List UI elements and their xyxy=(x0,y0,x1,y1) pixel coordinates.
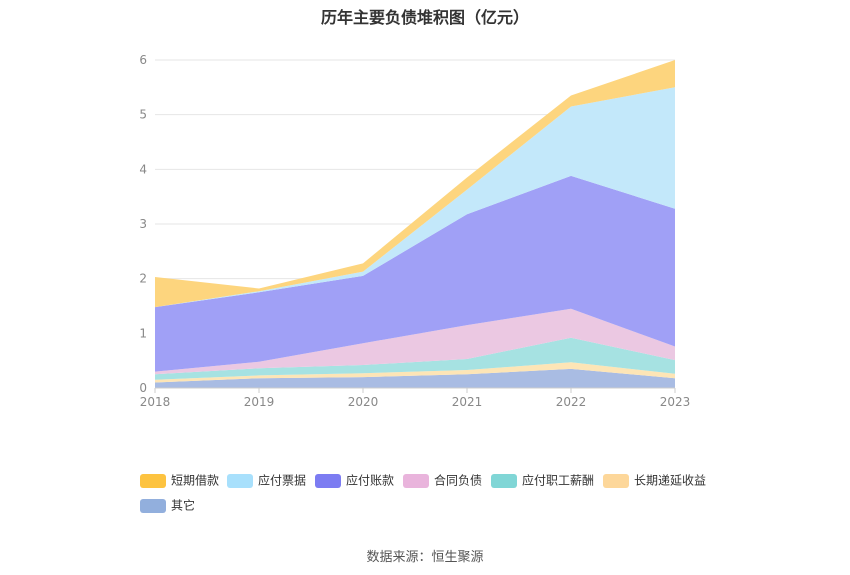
y-tick-label: 5 xyxy=(139,108,147,122)
chart-title: 历年主要负债堆积图（亿元） xyxy=(320,8,529,27)
y-tick-label: 1 xyxy=(139,326,147,340)
legend-label: 应付账款 xyxy=(346,473,395,488)
legend-swatch xyxy=(140,473,166,488)
x-tick-label: 2021 xyxy=(452,395,483,409)
legend-label: 长期递延收益 xyxy=(634,473,707,488)
area-长期递延收益 xyxy=(155,362,675,383)
y-tick-label: 6 xyxy=(139,53,147,67)
legend-item[interactable]: 应付职工薪酬 xyxy=(491,472,594,488)
legend-item[interactable]: 合同负债 xyxy=(403,472,482,488)
y-tick-label: 2 xyxy=(139,272,147,286)
area-series xyxy=(155,60,675,388)
area-应付票据 xyxy=(155,87,675,308)
legend-item[interactable]: 短期借款 xyxy=(140,472,219,488)
y-tick-label: 0 xyxy=(139,381,147,395)
legend-item[interactable]: 应付账款 xyxy=(315,472,394,488)
legend-label: 合同负债 xyxy=(434,473,483,488)
legend-label: 短期借款 xyxy=(171,473,220,488)
legend-item[interactable]: 其它 xyxy=(140,497,195,513)
legend-swatch xyxy=(140,498,166,513)
area-应付账款 xyxy=(155,175,675,372)
area-短期借款 xyxy=(155,60,675,308)
legend-swatch xyxy=(403,473,429,488)
legend-label: 应付票据 xyxy=(258,473,307,488)
area-合同负债 xyxy=(155,308,675,375)
y-tick-label: 4 xyxy=(139,162,147,176)
legend-swatch xyxy=(603,473,629,488)
x-tick-label: 2018 xyxy=(140,395,171,409)
x-tick-label: 2019 xyxy=(244,395,275,409)
x-tick-label: 2022 xyxy=(556,395,587,409)
x-tick-label: 2023 xyxy=(660,395,691,409)
legend-swatch xyxy=(491,473,517,488)
y-tick-label: 3 xyxy=(139,217,147,231)
legend-label: 其它 xyxy=(171,498,196,513)
legend-swatch xyxy=(315,473,341,488)
source-note: 数据来源：恒生聚源 xyxy=(366,550,484,565)
x-tick-label: 2020 xyxy=(348,395,379,409)
area-其它 xyxy=(155,368,675,388)
legend-swatch xyxy=(227,473,253,488)
legend-item[interactable]: 长期递延收益 xyxy=(603,472,706,488)
axes: 0 1 2 3 4 5 6 2018 2019 2020 2021 2022 2023 xyxy=(139,53,690,409)
legend-item[interactable]: 应付票据 xyxy=(227,472,306,488)
area-应付职工薪酬 xyxy=(155,337,675,380)
legend-label: 应付职工薪酬 xyxy=(522,473,595,488)
